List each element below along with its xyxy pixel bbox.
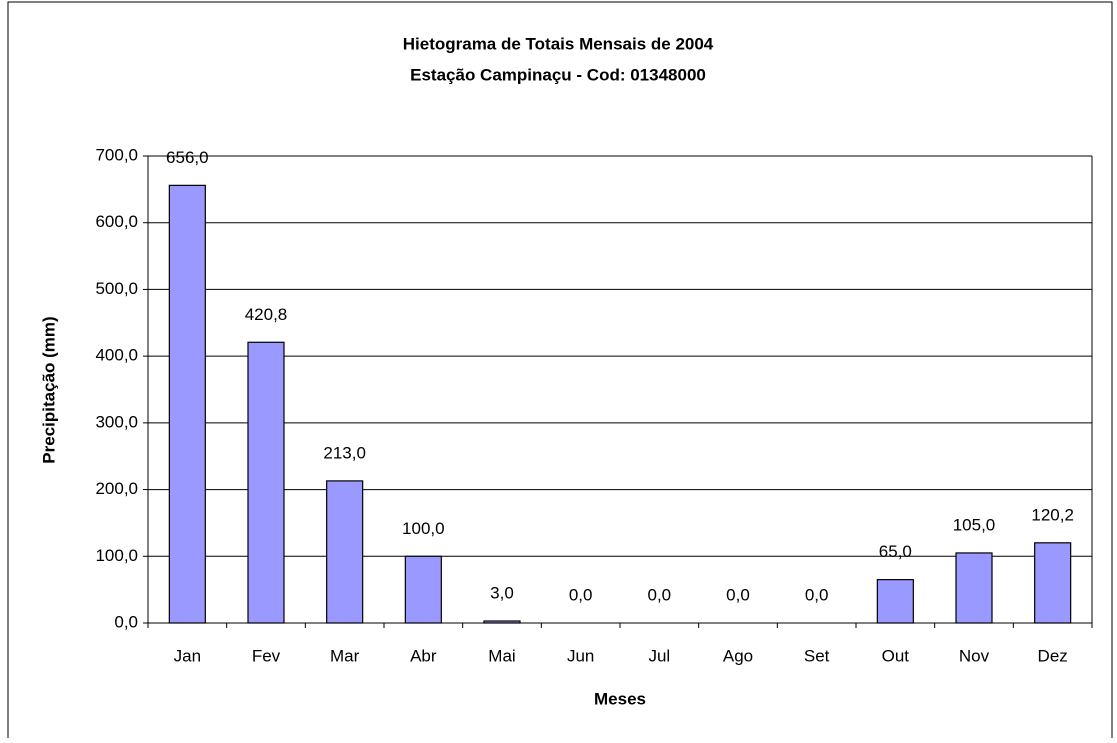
x-tick-label: Abr <box>410 646 437 665</box>
data-label: 100,0 <box>402 519 445 538</box>
bar <box>404 555 442 624</box>
data-label: 0,0 <box>648 585 672 604</box>
bar <box>876 579 914 624</box>
data-label: 105,0 <box>953 515 996 534</box>
y-tick-label: 300,0 <box>95 412 138 431</box>
x-tick-label: Jan <box>174 646 201 665</box>
x-tick-label: Set <box>804 646 830 665</box>
chart-subtitle: Estação Campinaçu - Cod: 01348000 <box>410 65 706 84</box>
y-tick-label: 600,0 <box>95 212 138 231</box>
bar <box>326 480 364 624</box>
y-tick-label: 100,0 <box>95 546 138 565</box>
x-tick-label: Mai <box>488 646 515 665</box>
data-label: 420,8 <box>245 305 288 324</box>
x-tick-label: Dez <box>1038 646 1068 665</box>
y-tick-label: 500,0 <box>95 279 138 298</box>
data-label: 656,0 <box>166 148 209 167</box>
data-label: 120,2 <box>1031 505 1074 524</box>
y-axis-label: Precipitação (mm) <box>39 316 58 463</box>
x-tick-label: Jul <box>648 646 670 665</box>
x-tick-label: Out <box>882 646 910 665</box>
y-tick-label: 0,0 <box>114 612 138 631</box>
data-label: 0,0 <box>569 585 593 604</box>
x-tick-label: Nov <box>959 646 990 665</box>
x-tick-label: Mar <box>330 646 360 665</box>
data-label: 65,0 <box>879 542 912 561</box>
y-tick-label: 400,0 <box>95 346 138 365</box>
x-tick-label: Ago <box>723 646 753 665</box>
x-tick-label: Fev <box>252 646 281 665</box>
data-label: 213,0 <box>323 443 366 462</box>
bar <box>247 341 285 624</box>
data-label: 0,0 <box>726 585 750 604</box>
data-label: 3,0 <box>490 583 514 602</box>
x-axis-label: Meses <box>594 689 646 708</box>
x-tick-label: Jun <box>567 646 594 665</box>
chart-title: Hietograma de Totais Mensais de 2004 <box>403 34 714 53</box>
data-label: 0,0 <box>805 585 829 604</box>
bar <box>1034 542 1072 624</box>
y-tick-label: 200,0 <box>95 479 138 498</box>
bar <box>955 552 993 624</box>
bar <box>168 184 206 624</box>
y-tick-label: 700,0 <box>95 145 138 164</box>
